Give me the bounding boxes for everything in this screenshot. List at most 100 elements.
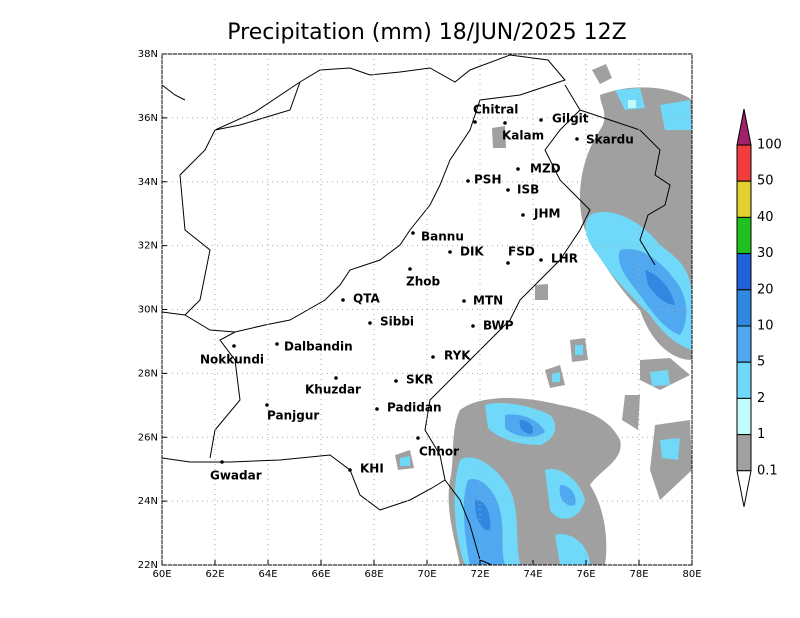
x-tick-label: 60E bbox=[152, 569, 171, 580]
city-dot bbox=[416, 436, 420, 440]
city-label: Gilgit bbox=[552, 112, 589, 126]
colorbar-label: 5 bbox=[757, 355, 765, 370]
city-dot bbox=[431, 355, 435, 359]
city-dot bbox=[539, 258, 543, 262]
city-label: Skardu bbox=[586, 133, 634, 147]
city-label: Kalam bbox=[502, 129, 544, 143]
map-title: Precipitation (mm) 18/JUN/2025 12Z bbox=[227, 20, 626, 45]
city-dot bbox=[275, 342, 279, 346]
city-dot bbox=[265, 403, 269, 407]
city-label: Khuzdar bbox=[305, 383, 361, 397]
x-tick-label: 68E bbox=[364, 569, 383, 580]
precipitation bbox=[162, 54, 692, 565]
city-label: JHM bbox=[533, 207, 560, 221]
coastline bbox=[162, 454, 493, 565]
colorbar-segment bbox=[736, 397, 752, 436]
colorbar-label: 10 bbox=[757, 319, 774, 334]
x-tick-label: 66E bbox=[311, 569, 330, 580]
x-tick-label: 70E bbox=[417, 569, 436, 580]
precip-area bbox=[618, 249, 687, 335]
colorbar-label: 100 bbox=[757, 138, 782, 153]
precip-area bbox=[395, 126, 692, 500]
x-tick-label: 62E bbox=[205, 569, 224, 580]
y-tick-label: 32N bbox=[138, 241, 158, 252]
city-label: SKR bbox=[406, 373, 433, 387]
city-label: BWP bbox=[483, 319, 514, 333]
y-tick-label: 26N bbox=[138, 432, 158, 443]
colorbar-arrow bbox=[736, 108, 752, 146]
colorbar-label: 20 bbox=[757, 282, 774, 297]
city-label: RYK bbox=[444, 349, 471, 363]
city-label: FSD bbox=[508, 245, 535, 259]
precip-area bbox=[463, 414, 576, 565]
city-label: MZD bbox=[530, 162, 561, 176]
colorbar-segment bbox=[736, 325, 752, 363]
city-label: KHI bbox=[360, 462, 384, 476]
city-dot bbox=[348, 468, 352, 472]
precip-area bbox=[645, 270, 675, 305]
colorbar-label: 50 bbox=[757, 174, 774, 189]
city-dot bbox=[516, 167, 520, 171]
city-dot bbox=[232, 344, 236, 348]
border bbox=[162, 81, 301, 316]
city-label: Gwadar bbox=[210, 469, 262, 483]
colorbar-label: 30 bbox=[757, 246, 774, 261]
city-dot bbox=[220, 460, 224, 464]
city-label: Dalbandin bbox=[284, 340, 353, 354]
city-label: DIK bbox=[460, 245, 484, 259]
city-dot bbox=[375, 407, 379, 411]
city-dot bbox=[539, 118, 543, 122]
border bbox=[209, 84, 671, 481]
y-tick-label: 36N bbox=[138, 113, 158, 124]
city-dot bbox=[411, 231, 415, 235]
colorbar-segment bbox=[736, 253, 752, 291]
city-label: LHR bbox=[551, 252, 578, 266]
precip-area bbox=[474, 420, 534, 531]
colorbar-label: 40 bbox=[757, 210, 774, 225]
x-tick-label: 80E bbox=[682, 569, 701, 580]
colorbar-segment bbox=[736, 361, 752, 399]
colorbar-segment bbox=[736, 180, 752, 218]
city-dot bbox=[408, 267, 412, 271]
city-label: Nokkundi bbox=[200, 353, 264, 367]
y-tick-label: 30N bbox=[138, 305, 158, 316]
city-label: Panjgur bbox=[267, 409, 319, 423]
city-dot bbox=[506, 261, 510, 265]
x-tick-label: 72E bbox=[470, 569, 489, 580]
city-dot bbox=[341, 298, 345, 302]
city-label: Bannu bbox=[421, 230, 464, 244]
x-tick-label: 78E bbox=[629, 569, 648, 580]
y-tick-label: 22N bbox=[138, 560, 158, 571]
colorbar-segment bbox=[736, 434, 752, 472]
colorbar-segment bbox=[736, 216, 752, 255]
city-label: ISB bbox=[517, 183, 539, 197]
y-tick-label: 38N bbox=[138, 49, 158, 60]
city-label: Sibbi bbox=[380, 315, 414, 329]
y-tick-label: 24N bbox=[138, 496, 158, 507]
city-dot bbox=[471, 324, 475, 328]
y-tick-label: 28N bbox=[138, 368, 158, 379]
x-tick-label: 76E bbox=[576, 569, 595, 580]
colorbar-label: 0.1 bbox=[757, 463, 778, 478]
precip-area bbox=[628, 100, 636, 108]
city-label: Padidan bbox=[387, 401, 442, 415]
city-dot bbox=[575, 137, 579, 141]
x-tick-label: 74E bbox=[523, 569, 542, 580]
city-dot bbox=[334, 376, 338, 380]
city-label: MTN bbox=[473, 294, 503, 308]
colorbar-arrow bbox=[736, 470, 752, 507]
border bbox=[179, 54, 566, 333]
city-dot bbox=[394, 379, 398, 383]
city-dot bbox=[448, 250, 452, 254]
colorbar-label: 1 bbox=[757, 427, 765, 442]
city-label: Chitral bbox=[473, 103, 518, 117]
colorbar-segment bbox=[736, 144, 752, 182]
precip-area bbox=[588, 88, 692, 245]
city-dot bbox=[462, 299, 466, 303]
city-label: PSH bbox=[474, 173, 501, 187]
city-dot bbox=[368, 321, 372, 325]
x-tick-label: 64E bbox=[258, 569, 277, 580]
city-label: Zhob bbox=[406, 275, 440, 289]
y-tick-label: 34N bbox=[138, 177, 158, 188]
